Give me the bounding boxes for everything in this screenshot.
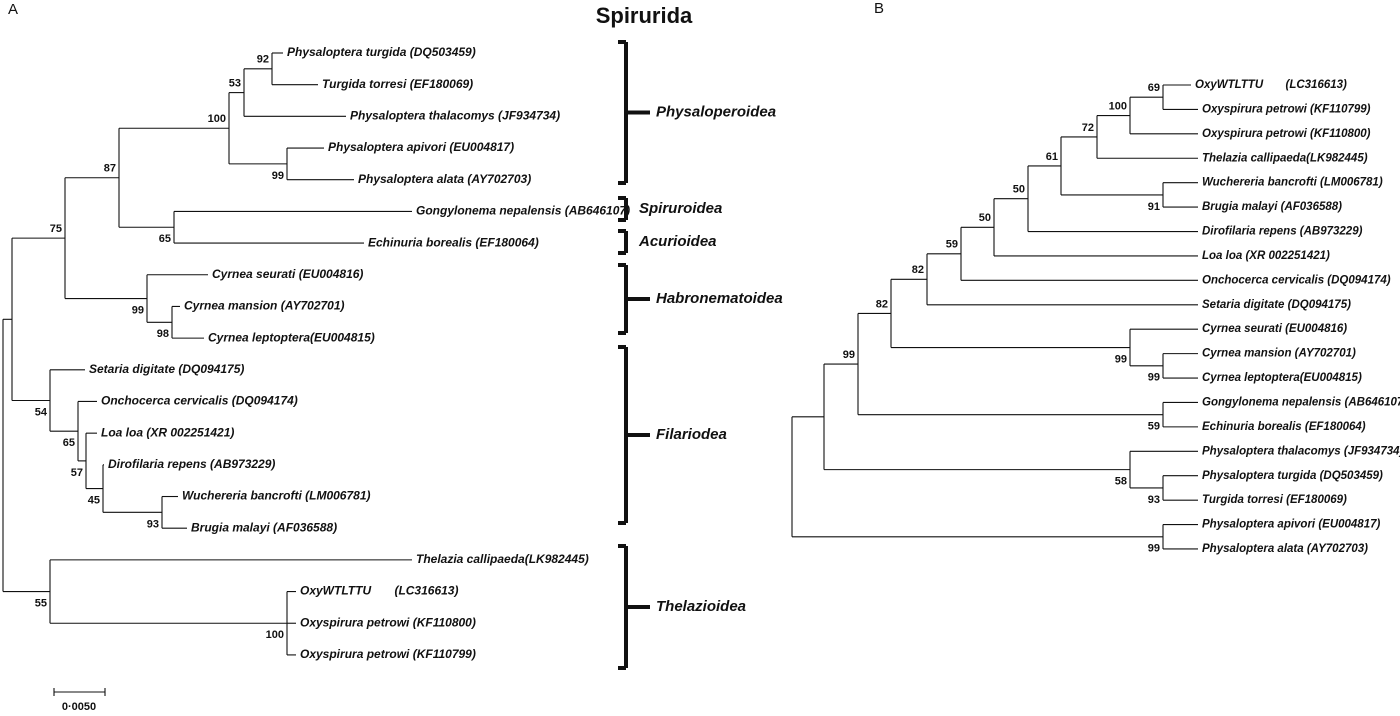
leaf-label: Physaloptera turgida (DQ503459) [1202, 470, 1383, 482]
leaf-label: OxyWTLTTU (LC316613) [300, 584, 458, 598]
clade-label: Spiruroidea [639, 200, 722, 217]
leaf-label: Turgida torresi (EF180069) [1202, 494, 1347, 506]
support-value: 55 [35, 597, 47, 609]
panel-label: A [8, 1, 18, 18]
clade-label: Filariodea [656, 426, 727, 443]
leaf-label: Physaloptera turgida (DQ503459) [287, 45, 476, 59]
leaf-label: Wuchereria bancrofti (LM006781) [1202, 177, 1383, 189]
leaf-label: Echinuria borealis (EF180064) [368, 235, 539, 249]
support-value: 99 [132, 304, 144, 316]
leaf-label: Cyrnea leptoptera(EU004815) [1202, 372, 1362, 384]
clade-label: Physaloperoidea [656, 103, 776, 120]
support-value: 72 [1082, 122, 1094, 134]
clade-label: Habronematoidea [656, 290, 783, 307]
support-value: 45 [88, 495, 100, 507]
leaf-label: Setaria digitate (DQ094175) [89, 362, 244, 376]
support-value: 69 [1148, 82, 1160, 94]
panel-label: B [874, 0, 884, 17]
leaf-label: Thelazia callipaeda(LK982445) [416, 552, 589, 566]
leaf-label: Loa loa (XR 002251421) [1202, 250, 1330, 262]
leaf-label: Cyrnea leptoptera(EU004815) [208, 330, 375, 344]
support-value: 99 [272, 170, 284, 182]
support-value: 93 [1148, 494, 1160, 506]
leaf-label: Wuchereria bancrofti (LM006781) [182, 489, 371, 503]
leaf-label: Cyrnea mansion (AY702701) [184, 299, 345, 313]
leaf-label: Physaloptera thalacomys (JF934734) [350, 109, 560, 123]
clade-label: Thelazioidea [656, 598, 746, 615]
support-value: 50 [979, 212, 991, 224]
support-value: 58 [1115, 476, 1127, 488]
support-value: 61 [1046, 151, 1058, 163]
support-value: 100 [266, 629, 284, 641]
support-value: 65 [63, 437, 75, 449]
support-value: 99 [1115, 353, 1127, 365]
leaf-label: Brugia malayi (AF036588) [1202, 201, 1342, 213]
support-value: 87 [104, 163, 116, 175]
leaf-label: Onchocerca cervicalis (DQ094174) [1202, 274, 1391, 286]
leaf-label: Oxyspirura petrowi (KF110799) [300, 647, 476, 661]
support-value: 65 [159, 233, 171, 245]
leaf-label: Physaloptera thalacomys (JF934734) [1202, 445, 1400, 457]
support-value: 99 [843, 349, 855, 361]
leaf-label: Onchocerca cervicalis (DQ094174) [101, 394, 298, 408]
support-value: 75 [50, 223, 62, 235]
title: Spirurida [596, 3, 693, 28]
leaf-label: Turgida torresi (EF180069) [322, 77, 473, 91]
leaf-label: Physaloptera alata (AY702703) [1202, 543, 1368, 555]
support-value: 99 [1148, 543, 1160, 555]
leaf-label: Gongylonema nepalensis (AB646107) [416, 204, 630, 218]
support-value: 53 [229, 78, 241, 90]
clade-label: Acurioidea [638, 233, 717, 250]
leaf-label: Gongylonema nepalensis (AB646107) [1202, 396, 1400, 408]
leaf-label: OxyWTLTTU (LC316613) [1195, 79, 1347, 91]
support-value: 59 [946, 239, 958, 251]
leaf-label: Cyrnea seurati (EU004816) [1202, 323, 1347, 335]
support-value: 100 [208, 113, 226, 125]
support-value: 50 [1013, 184, 1025, 196]
support-value: 59 [1148, 421, 1160, 433]
support-value: 100 [1109, 100, 1127, 112]
leaf-label: Physaloptera apivori (EU004817) [1202, 519, 1380, 531]
leaf-label: Echinuria borealis (EF180064) [1202, 421, 1366, 433]
leaf-label: Brugia malayi (AF036588) [191, 520, 337, 534]
leaf-label: Physaloptera apivori (EU004817) [328, 140, 514, 154]
leaf-label: Loa loa (XR 002251421) [101, 425, 234, 439]
leaf-label: Oxyspirura petrowi (KF110799) [1202, 103, 1371, 115]
support-value: 82 [912, 264, 924, 276]
support-value: 92 [257, 54, 269, 66]
scale-label: 0·0050 [62, 701, 96, 713]
support-value: 93 [147, 518, 159, 530]
support-value: 91 [1148, 201, 1160, 213]
support-value: 57 [71, 467, 83, 479]
support-value: 54 [35, 406, 48, 418]
leaf-label: Physaloptera alata (AY702703) [358, 172, 531, 186]
leaf-label: Dirofilaria repens (AB973229) [1202, 226, 1363, 238]
leaf-label: Oxyspirura petrowi (KF110800) [300, 615, 476, 629]
leaf-label: Dirofilaria repens (AB973229) [108, 457, 275, 471]
leaf-label: Setaria digitate (DQ094175) [1202, 299, 1351, 311]
leaf-label: Cyrnea mansion (AY702701) [1202, 348, 1356, 360]
leaf-label: Oxyspirura petrowi (KF110800) [1202, 128, 1371, 140]
support-value: 98 [157, 328, 169, 340]
support-value: 99 [1148, 372, 1160, 384]
support-value: 82 [876, 298, 888, 310]
leaf-label: Thelazia callipaeda(LK982445) [1202, 152, 1368, 164]
leaf-label: Cyrnea seurati (EU004816) [212, 267, 363, 281]
